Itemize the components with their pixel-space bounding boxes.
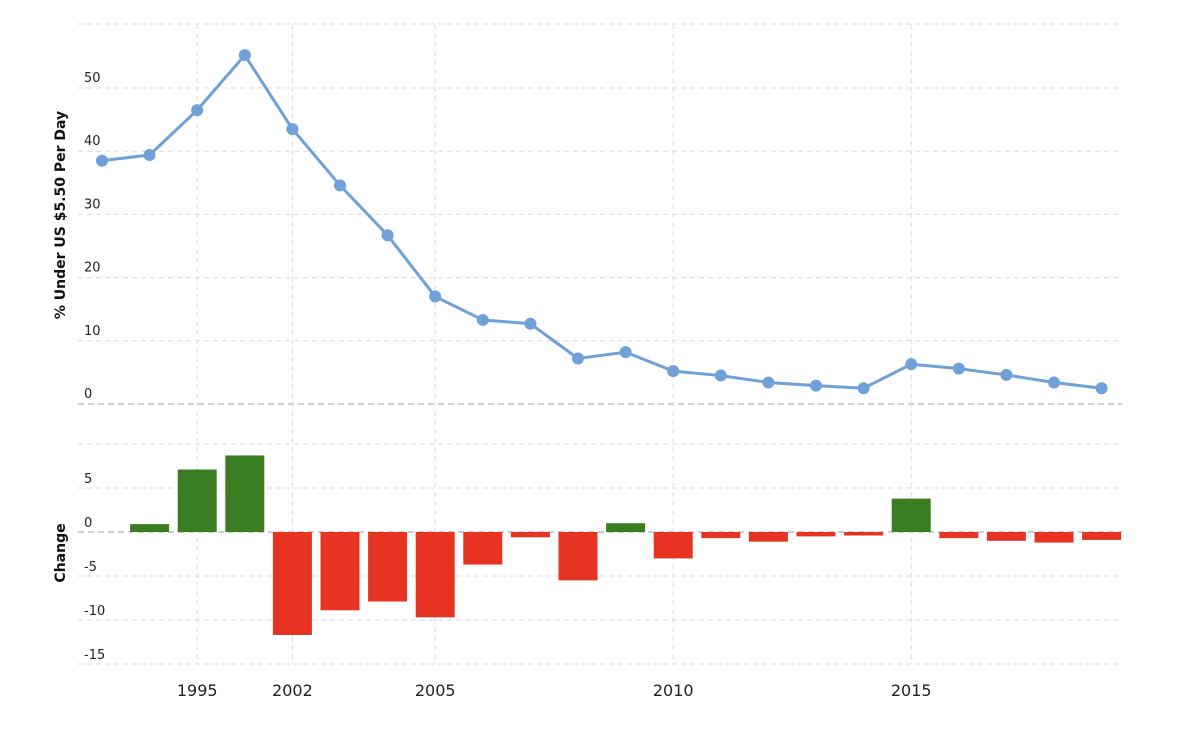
change-bar <box>844 532 884 536</box>
data-point[interactable] <box>524 317 537 330</box>
line-y-tick-label: 40 <box>84 134 101 149</box>
bar-y-tick-label: -15 <box>84 648 105 663</box>
x-tick-label: 1995 <box>177 681 218 700</box>
data-point[interactable] <box>905 358 918 371</box>
change-bar <box>368 532 408 602</box>
change-bar <box>130 524 170 532</box>
x-tick-label: 2005 <box>415 681 456 700</box>
bar-chart-y-tick-labels: -15 -10 -5 0 5 <box>84 472 105 663</box>
line-chart-y-tick-labels: 0 10 20 30 40 50 <box>84 71 101 402</box>
change-bar <box>463 532 503 565</box>
line-y-tick-label: 50 <box>84 71 101 86</box>
bar-y-tick-label: 0 <box>84 516 92 531</box>
data-point[interactable] <box>1000 368 1013 381</box>
x-tick-label: 2002 <box>272 681 313 700</box>
change-bar <box>701 532 741 539</box>
change-bar <box>1034 532 1074 543</box>
line-y-tick-label: 10 <box>84 324 101 339</box>
change-bar <box>653 532 693 559</box>
line-y-tick-label: 20 <box>84 261 101 276</box>
data-point[interactable] <box>143 148 156 161</box>
change-bar <box>939 532 979 539</box>
data-point[interactable] <box>762 376 775 389</box>
bar-y-tick-label: -5 <box>84 560 97 575</box>
data-point[interactable] <box>714 369 727 382</box>
data-point[interactable] <box>619 346 632 359</box>
data-point[interactable] <box>286 123 299 136</box>
data-point[interactable] <box>572 352 584 365</box>
change-bar <box>415 532 455 618</box>
data-point[interactable] <box>476 313 489 326</box>
data-point[interactable] <box>96 154 108 167</box>
line-chart-gridlines <box>78 23 1122 405</box>
change-bar <box>891 498 931 532</box>
change-bar <box>225 455 265 532</box>
x-tick-label: 2010 <box>653 681 694 700</box>
x-tick-label: 2015 <box>891 681 932 700</box>
data-point[interactable] <box>191 104 204 117</box>
line-y-tick-label: 30 <box>84 197 101 212</box>
line-chart-y-axis-title: % Under US $5.50 Per Day <box>53 111 69 319</box>
change-bar <box>1082 532 1122 540</box>
bar-series <box>130 455 1122 635</box>
change-bar <box>510 532 550 538</box>
change-bar <box>177 469 217 532</box>
change-bar <box>986 532 1026 541</box>
data-point[interactable] <box>1048 376 1060 389</box>
line-y-tick-label: 0 <box>84 387 92 402</box>
bar-chart-y-axis-title: Change <box>53 523 69 582</box>
change-bar <box>558 532 598 581</box>
line-series <box>96 49 1108 395</box>
data-point[interactable] <box>1095 382 1108 395</box>
data-point[interactable] <box>952 362 965 375</box>
x-tick-labels: 1995 2002 2005 2010 2015 <box>177 681 932 700</box>
change-bar <box>320 532 360 611</box>
data-point[interactable] <box>429 290 442 303</box>
data-point[interactable] <box>381 229 394 242</box>
data-point[interactable] <box>857 382 870 395</box>
data-point[interactable] <box>238 49 251 62</box>
change-bar <box>272 532 312 635</box>
change-bar <box>796 532 836 537</box>
data-point[interactable] <box>334 179 346 192</box>
bar-y-tick-label: -10 <box>84 604 105 619</box>
change-bar <box>748 532 788 542</box>
change-bar <box>606 523 646 532</box>
bar-y-tick-label: 5 <box>84 472 92 487</box>
data-point[interactable] <box>667 365 680 378</box>
series-line <box>101 53 1102 390</box>
data-point[interactable] <box>810 379 822 392</box>
